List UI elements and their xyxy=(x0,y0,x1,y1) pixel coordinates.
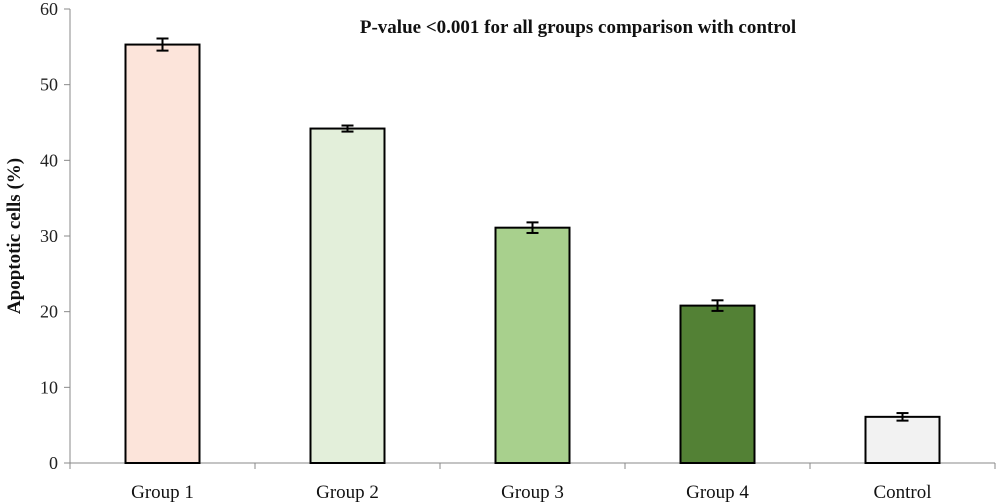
y-tick-label: 10 xyxy=(40,377,58,397)
category-label: Group 2 xyxy=(316,482,379,503)
error-bar xyxy=(341,124,354,133)
y-tick-label: 50 xyxy=(40,75,58,95)
category-label: Group 1 xyxy=(131,482,194,503)
error-bars-layer xyxy=(156,37,909,422)
category-label: Group 4 xyxy=(686,482,749,503)
error-bar xyxy=(896,412,909,422)
y-axis-title: Apoptotic cells (%) xyxy=(4,158,25,314)
bar-group-3 xyxy=(494,226,571,464)
error-bar xyxy=(711,299,724,312)
category-label: Group 3 xyxy=(501,482,564,503)
bar-group-1 xyxy=(124,43,201,465)
category-label: Control xyxy=(873,482,931,503)
y-tick-label: 30 xyxy=(40,226,58,246)
y-tick-label: 40 xyxy=(40,150,58,170)
y-tick-label: 20 xyxy=(40,302,58,322)
category-labels: Group 1 Group 2 Group 3 Group 4 Control xyxy=(131,482,931,503)
y-tick-label: 60 xyxy=(40,0,58,19)
y-tick-label: 0 xyxy=(49,453,58,473)
bar-group-2 xyxy=(309,127,386,464)
bar-control xyxy=(864,415,941,464)
error-bar xyxy=(526,221,539,234)
y-axis: 0 10 20 30 40 50 60 xyxy=(40,0,71,473)
p-value-annotation: P-value <0.001 for all groups comparison… xyxy=(360,17,796,38)
error-bar xyxy=(156,37,169,52)
bar-group-4 xyxy=(679,304,756,465)
bars-layer xyxy=(124,43,941,465)
